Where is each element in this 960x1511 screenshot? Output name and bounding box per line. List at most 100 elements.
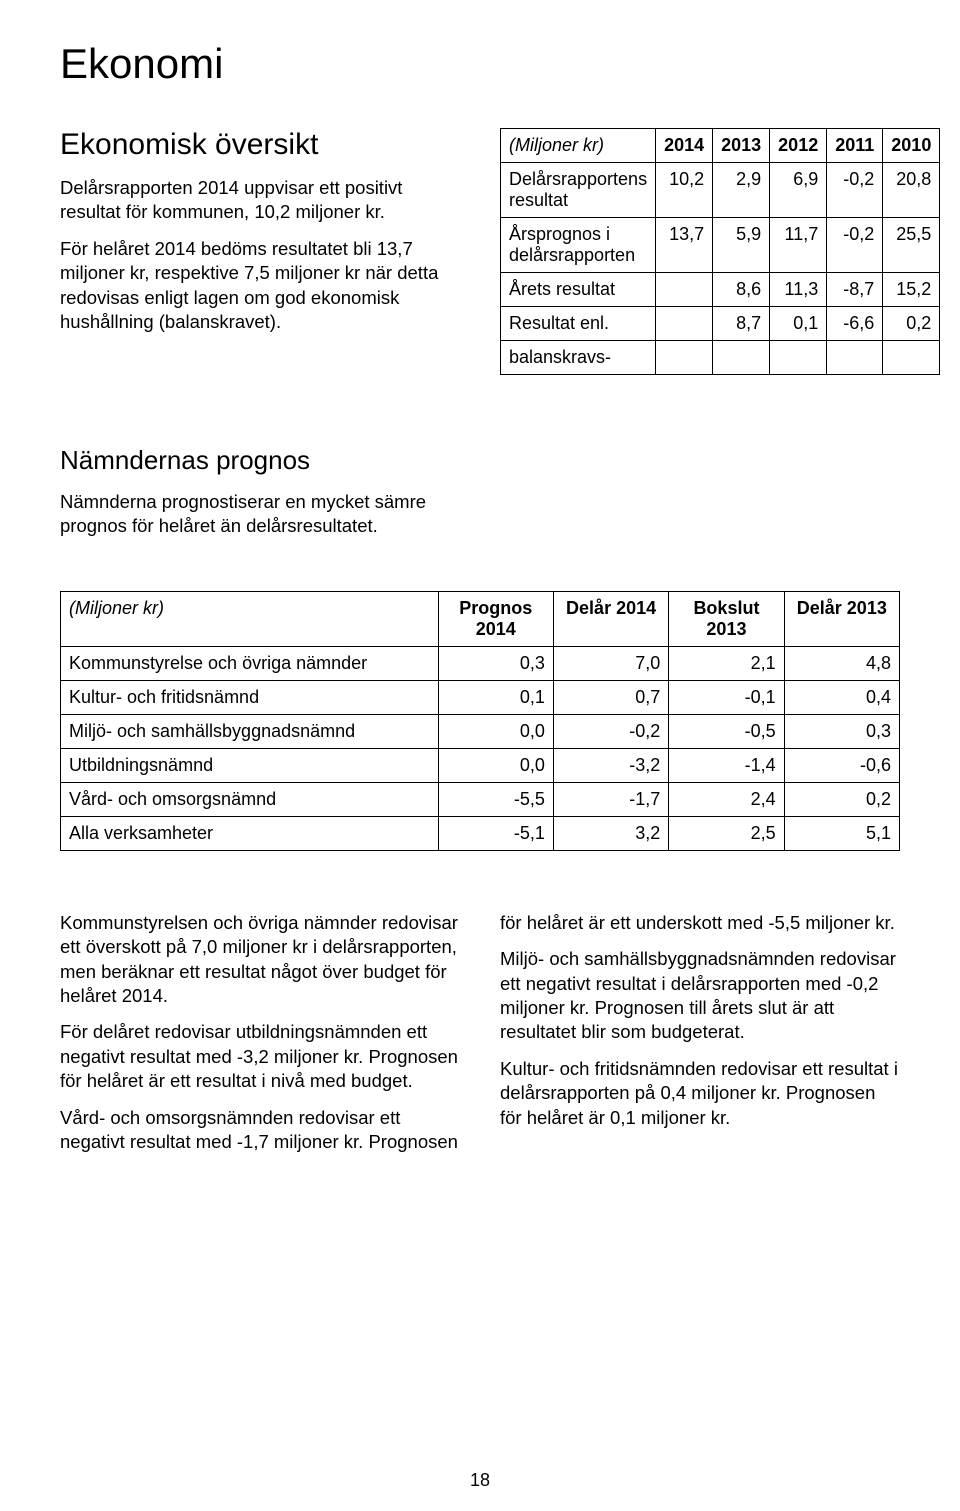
prognos-col-0: Prognos 2014 — [438, 591, 553, 646]
overview-p1: Delårsrapporten 2014 uppvisar ett positi… — [60, 176, 460, 225]
cell: 0,3 — [438, 646, 553, 680]
cell: 3,2 — [553, 816, 668, 850]
prognos-col-3: Delår 2013 — [784, 591, 899, 646]
cell: 2,4 — [669, 782, 784, 816]
cell: -0,5 — [669, 714, 784, 748]
table-row: Utbildningsnämnd 0,0 -3,2 -1,4 -0,6 — [61, 748, 900, 782]
row-label: balanskravs- — [501, 341, 656, 375]
row-label: Vård- och omsorgsnämnd — [61, 782, 439, 816]
table-row: Årets resultat 8,6 11,3 -8,7 15,2 — [501, 273, 940, 307]
cell: 5,9 — [713, 218, 770, 273]
table-row: balanskravs- — [501, 341, 940, 375]
cell: 5,1 — [784, 816, 899, 850]
cell: 2,9 — [713, 163, 770, 218]
bottom-left-p1: Kommunstyrelsen och övriga nämnder redov… — [60, 911, 460, 1009]
overview-table-col: (Miljoner kr) 2014 2013 2012 2011 2010 D… — [500, 128, 900, 375]
overview-text-col: Ekonomisk översikt Delårsrapporten 2014 … — [60, 128, 460, 375]
bottom-left-p3: Vård- och omsorgsnämnden redovisar ett n… — [60, 1106, 460, 1155]
cell: -1,4 — [669, 748, 784, 782]
cell: 8,6 — [713, 273, 770, 307]
cell: 0,2 — [883, 307, 940, 341]
bottom-right-col: för helåret är ett underskott med -5,5 m… — [500, 911, 900, 1167]
row-label: Kommunstyrelse och övriga nämnder — [61, 646, 439, 680]
bottom-text-row: Kommunstyrelsen och övriga nämnder redov… — [60, 911, 900, 1167]
cell: -6,6 — [827, 307, 883, 341]
cell — [656, 341, 713, 375]
cell: 0,1 — [770, 307, 827, 341]
prognos-heading: Nämndernas prognos — [60, 445, 900, 476]
cell: -3,2 — [553, 748, 668, 782]
prognos-intro: Nämnderna prognostiserar en mycket sämre… — [60, 490, 480, 539]
prognos-row-header: (Miljoner kr) — [61, 591, 439, 646]
overview-row: Ekonomisk översikt Delårsrapporten 2014 … — [60, 128, 900, 375]
cell: 6,9 — [770, 163, 827, 218]
cell: 2,5 — [669, 816, 784, 850]
cell: 0,7 — [553, 680, 668, 714]
row-label: Miljö- och samhällsbyggnadsnämnd — [61, 714, 439, 748]
cell: 0,0 — [438, 748, 553, 782]
cell: -0,1 — [669, 680, 784, 714]
row-label: Delårsrapportens resultat — [501, 163, 656, 218]
table-row: Miljö- och samhällsbyggnadsnämnd 0,0 -0,… — [61, 714, 900, 748]
table-row: Kommunstyrelse och övriga nämnder 0,3 7,… — [61, 646, 900, 680]
table-row: Delårsrapportens resultat 10,2 2,9 6,9 -… — [501, 163, 940, 218]
bottom-right-p3: Kultur- och fritidsnämnden redovisar ett… — [500, 1057, 900, 1130]
cell: 0,3 — [784, 714, 899, 748]
year-table: (Miljoner kr) 2014 2013 2012 2011 2010 D… — [500, 128, 940, 375]
year-col-4: 2010 — [883, 129, 940, 163]
year-col-2: 2012 — [770, 129, 827, 163]
prognos-col-1: Delår 2014 — [553, 591, 668, 646]
cell — [656, 307, 713, 341]
cell — [713, 341, 770, 375]
row-label: Alla verksamheter — [61, 816, 439, 850]
row-label: Årsprognos i delårsrapporten — [501, 218, 656, 273]
cell: 4,8 — [784, 646, 899, 680]
year-col-0: 2014 — [656, 129, 713, 163]
cell: 11,3 — [770, 273, 827, 307]
cell: 0,4 — [784, 680, 899, 714]
cell: -0,2 — [827, 218, 883, 273]
cell — [770, 341, 827, 375]
year-col-3: 2011 — [827, 129, 883, 163]
cell: 13,7 — [656, 218, 713, 273]
overview-heading: Ekonomisk översikt — [60, 128, 460, 162]
prognos-table: (Miljoner kr) Prognos 2014 Delår 2014 Bo… — [60, 591, 900, 851]
bottom-right-p2: Miljö- och samhällsbyggnadsnämnden redov… — [500, 947, 900, 1045]
year-col-1: 2013 — [713, 129, 770, 163]
cell: 0,1 — [438, 680, 553, 714]
cell: -5,5 — [438, 782, 553, 816]
bottom-left-col: Kommunstyrelsen och övriga nämnder redov… — [60, 911, 460, 1167]
bottom-left-p2: För delåret redovisar utbildningsnämnden… — [60, 1020, 460, 1093]
page-title: Ekonomi — [60, 40, 900, 88]
page: Ekonomi Ekonomisk översikt Delårsrapport… — [0, 0, 960, 1511]
cell: -8,7 — [827, 273, 883, 307]
prognos-table-header-row: (Miljoner kr) Prognos 2014 Delår 2014 Bo… — [61, 591, 900, 646]
cell: 8,7 — [713, 307, 770, 341]
overview-p2: För helåret 2014 bedöms resultatet bli 1… — [60, 237, 460, 335]
cell — [656, 273, 713, 307]
cell: 15,2 — [883, 273, 940, 307]
cell: 0,2 — [784, 782, 899, 816]
cell: 25,5 — [883, 218, 940, 273]
cell: -0,2 — [827, 163, 883, 218]
table-row: Kultur- och fritidsnämnd 0,1 0,7 -0,1 0,… — [61, 680, 900, 714]
row-label: Resultat enl. — [501, 307, 656, 341]
cell: -1,7 — [553, 782, 668, 816]
prognos-col-2: Bokslut 2013 — [669, 591, 784, 646]
cell — [883, 341, 940, 375]
bottom-right-p1: för helåret är ett underskott med -5,5 m… — [500, 911, 900, 935]
year-table-header-label: (Miljoner kr) — [501, 129, 656, 163]
cell: -5,1 — [438, 816, 553, 850]
cell: 0,0 — [438, 714, 553, 748]
page-number: 18 — [0, 1470, 960, 1491]
row-label: Årets resultat — [501, 273, 656, 307]
cell: 7,0 — [553, 646, 668, 680]
cell: 2,1 — [669, 646, 784, 680]
row-label: Kultur- och fritidsnämnd — [61, 680, 439, 714]
row-label: Utbildningsnämnd — [61, 748, 439, 782]
table-row: Resultat enl. 8,7 0,1 -6,6 0,2 — [501, 307, 940, 341]
table-row: Vård- och omsorgsnämnd -5,5 -1,7 2,4 0,2 — [61, 782, 900, 816]
cell: -0,6 — [784, 748, 899, 782]
table-row: Alla verksamheter -5,1 3,2 2,5 5,1 — [61, 816, 900, 850]
table-row: Årsprognos i delårsrapporten 13,7 5,9 11… — [501, 218, 940, 273]
